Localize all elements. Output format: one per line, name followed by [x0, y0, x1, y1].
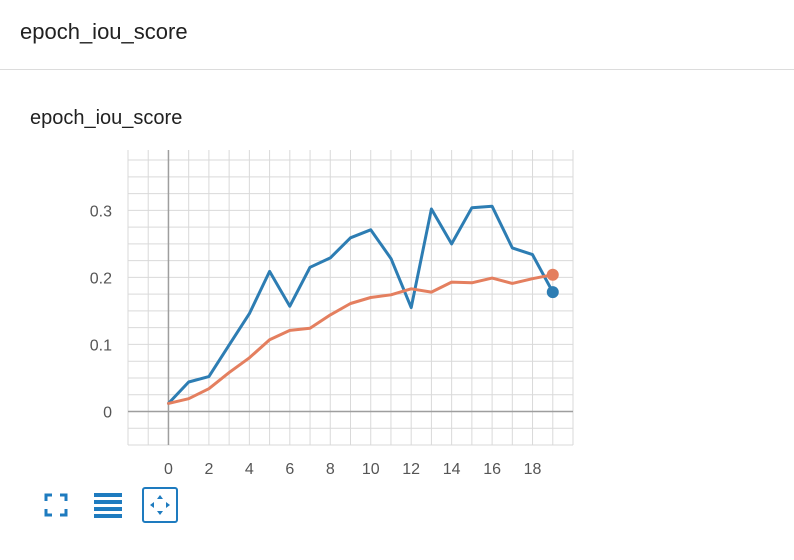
x-tick-label: 2 [204, 461, 213, 478]
chart-card-title: epoch_iou_score [30, 107, 183, 129]
x-tick-label: 6 [285, 461, 294, 478]
series-line-1 [167, 204, 555, 405]
series-end-point-1 [546, 286, 559, 299]
x-tick-label: 18 [524, 461, 542, 478]
y-tick-label: 0.1 [90, 337, 112, 354]
x-tick-label: 14 [443, 461, 461, 478]
x-tick-label: 0 [164, 461, 173, 478]
x-tick-label: 8 [326, 461, 335, 478]
expand-chart-icon [150, 495, 170, 515]
series-end-point-2 [546, 268, 559, 281]
toggle-log-scale-button[interactable] [90, 487, 126, 523]
fit-domain-button[interactable] [38, 487, 74, 523]
line-chart[interactable]: 0 2 4 6 8 10 12 14 16 18 0 0.1 0.2 0.3 [0, 0, 794, 480]
x-tick-label: 12 [402, 461, 420, 478]
x-tick-label: 16 [483, 461, 501, 478]
section-title: epoch_iou_score [20, 19, 188, 44]
section-header: epoch_iou_score [0, 0, 794, 70]
x-tick-label: 4 [245, 461, 254, 478]
toggle-log-scale-icon [94, 493, 122, 518]
expand-chart-button[interactable] [142, 487, 178, 523]
y-tick-label: 0 [103, 404, 112, 421]
y-tick-label: 0.3 [90, 203, 112, 220]
fit-domain-icon [44, 493, 68, 517]
x-tick-label: 10 [362, 461, 380, 478]
series-line-2 [167, 273, 555, 405]
y-tick-label: 0.2 [90, 270, 112, 287]
section-divider [0, 69, 794, 70]
